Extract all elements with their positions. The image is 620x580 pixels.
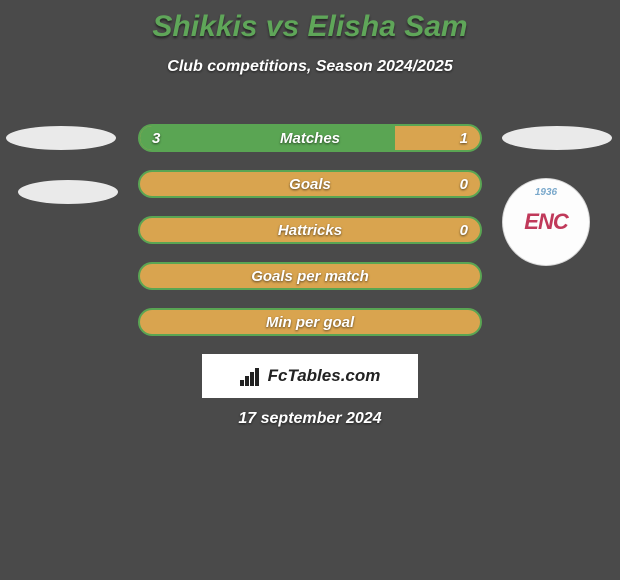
brand-chart-icon <box>240 366 262 386</box>
stat-bar: Goals0 <box>138 170 482 198</box>
brand-box: FcTables.com <box>202 354 418 398</box>
subtitle: Club competitions, Season 2024/2025 <box>0 58 620 76</box>
player-left-avatar <box>6 126 116 150</box>
player-right-avatar <box>502 126 612 150</box>
stat-value-right: 0 <box>460 218 468 242</box>
comparison-bars: 3Matches1Goals0Hattricks0Goals per match… <box>138 124 482 354</box>
stat-label: Goals <box>140 172 480 196</box>
club-left-avatar <box>18 180 118 204</box>
stat-label: Matches <box>140 126 480 150</box>
stat-bar: Hattricks0 <box>138 216 482 244</box>
stat-bar: 3Matches1 <box>138 124 482 152</box>
page-title: Shikkis vs Elisha Sam <box>0 0 620 44</box>
stat-label: Goals per match <box>140 264 480 288</box>
brand-text: FcTables.com <box>268 366 381 386</box>
stat-value-right: 1 <box>460 126 468 150</box>
stat-value-right: 0 <box>460 172 468 196</box>
stat-label: Min per goal <box>140 310 480 334</box>
club-right-logo: 1936 ENC <box>502 178 590 266</box>
stat-bar: Min per goal <box>138 308 482 336</box>
date-label: 17 september 2024 <box>0 410 620 428</box>
stat-label: Hattricks <box>140 218 480 242</box>
club-logo-text: ENC <box>524 209 567 235</box>
club-logo-year: 1936 <box>503 187 589 198</box>
stat-bar: Goals per match <box>138 262 482 290</box>
